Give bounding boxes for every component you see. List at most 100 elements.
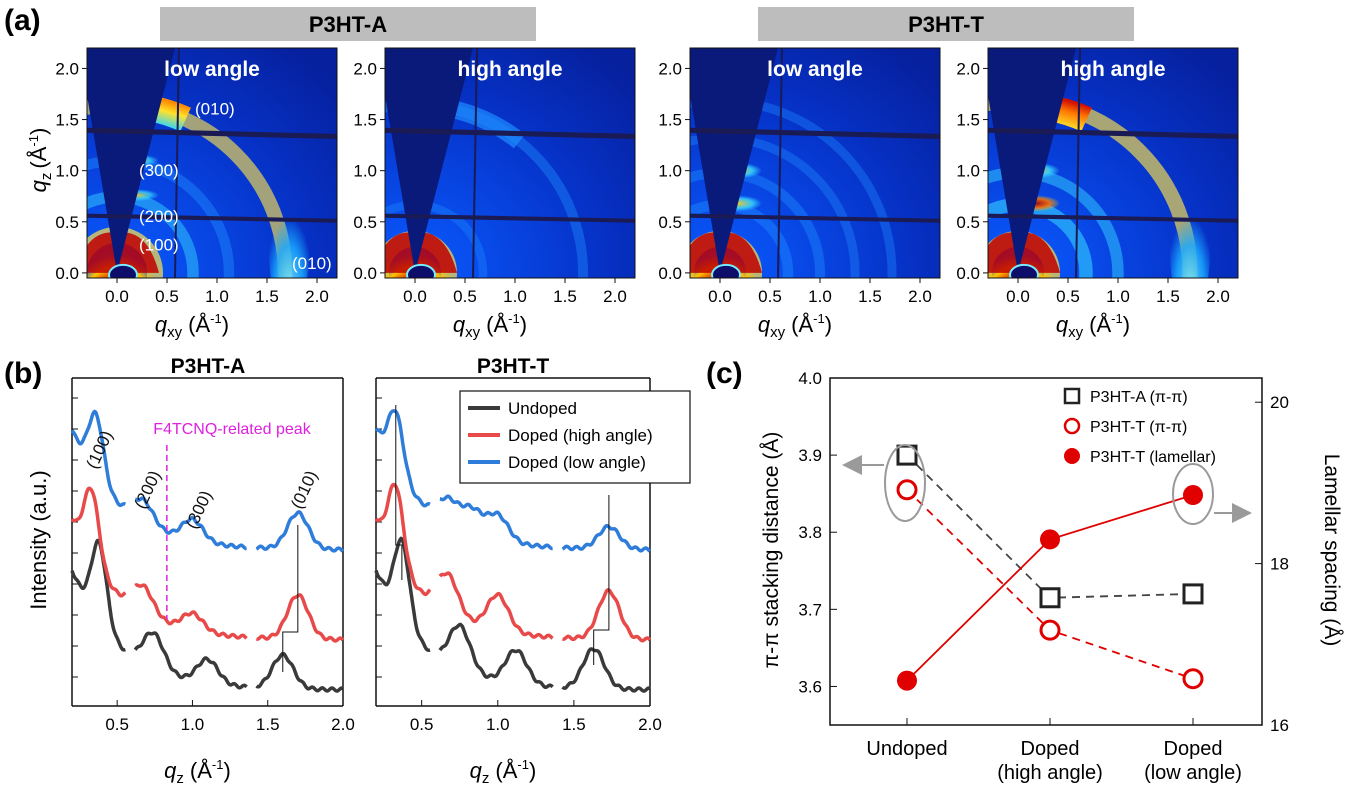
y-tick-label: 1.0 [353, 162, 377, 181]
legend-filled-circle [1064, 448, 1080, 464]
x-tick-label: 1.5 [1156, 287, 1180, 306]
y-tick-label: 1.5 [55, 111, 79, 130]
beamstop [711, 263, 741, 278]
map-frame [987, 47, 1239, 279]
profile-title: P3HT-T [477, 355, 550, 378]
y-tick-label: 1.5 [658, 111, 682, 130]
detector-gap [87, 127, 337, 139]
y-tick-label: 1.0 [55, 162, 79, 181]
profile-curve [374, 409, 651, 553]
category-label-line2: (low angle) [1144, 762, 1242, 784]
category-label: Doped [1164, 738, 1223, 760]
x-tick-label: 2.0 [1206, 287, 1230, 306]
x-tick-label: 2.0 [908, 287, 932, 306]
x-label-part: q [1056, 312, 1069, 337]
x-label-part: (Å [190, 758, 212, 783]
in-plane-peak [1170, 192, 1210, 278]
x-tick-label: 0.0 [105, 287, 129, 306]
giwaxs-map-3 [690, 48, 940, 278]
marker-open-circle [1182, 668, 1204, 690]
marker-square [1182, 583, 1204, 605]
x-axis-label: qz (Å-1) [164, 757, 231, 787]
y-tick-label: 0.0 [956, 264, 980, 283]
lamellar-100-core [87, 232, 159, 273]
x-axis-label: qz (Å-1) [470, 757, 537, 787]
x-axis-label: qxy (Å-1) [155, 311, 229, 341]
detector-gap [988, 127, 1238, 139]
peak-label-100: (100) [139, 235, 179, 254]
giwaxs-maps: low angle 0.0 0.5 1.0 1.5 2.0 0.0 0.5 1.0 1.5 2.0 q… [55, 47, 1239, 341]
map-title: high angle [458, 58, 563, 81]
x-tick-label: 1.5 [256, 715, 280, 734]
detector-gap [87, 213, 337, 223]
y-left-tick-label: 3.6 [798, 677, 822, 696]
map-title: low angle [164, 58, 260, 81]
x-tick-label: 2.0 [603, 287, 627, 306]
y-left-tick-label: 3.7 [798, 600, 822, 619]
legend-open-circle [1063, 417, 1081, 435]
legend-label: Doped (high angle) [508, 426, 653, 445]
x-tick-label: 0.0 [403, 287, 427, 306]
category-label-line2: (high angle) [997, 762, 1103, 784]
detector-gap [988, 213, 1238, 223]
panel-label-b: (b) [4, 357, 42, 390]
group-band-p3ht-t [758, 7, 1134, 41]
x-tick-label: 0.5 [1056, 287, 1080, 306]
peak-label-300: (300) [139, 161, 179, 180]
detector-gap [690, 213, 940, 223]
annot-010: (010) [287, 468, 321, 512]
x-tick-label: 1.0 [1106, 287, 1130, 306]
legend-label: Undoped [508, 399, 577, 418]
marker-filled-circle [897, 670, 917, 691]
x-tick-label: 0.0 [1006, 287, 1030, 306]
x-tick-label: 0.5 [410, 715, 434, 734]
y-right-tick-label: 20 [1270, 393, 1289, 412]
x-label-part: ) [520, 312, 527, 337]
y-label-q: q [26, 179, 51, 192]
beamstop [1009, 263, 1039, 278]
y-tick-label: 1.0 [658, 162, 682, 181]
y-left-tick-label: 3.9 [798, 446, 822, 465]
x-label-part: (Å [791, 312, 813, 337]
x-tick-label: 2.0 [638, 715, 662, 734]
y-tick-label: 2.0 [658, 59, 682, 78]
annot-300: (300) [182, 488, 216, 532]
detector-gap [1075, 48, 1081, 278]
x-label-part: q [453, 312, 466, 337]
detector-gap [385, 213, 635, 223]
y-left-tick-label: 3.8 [798, 523, 822, 542]
legend-label: Doped (low angle) [508, 453, 646, 472]
detector-gap [174, 48, 180, 278]
giwaxs-map-1 [87, 48, 337, 278]
detector-gap [472, 48, 478, 278]
x-tick-label: 1.0 [486, 715, 510, 734]
x-label-part: (Å [495, 758, 517, 783]
x-label-part: -1 [508, 311, 520, 326]
y-tick-label: 1.0 [956, 162, 980, 181]
map-frame [384, 47, 636, 279]
x-tick-label: 2.0 [305, 287, 329, 306]
profile-curve [374, 482, 652, 643]
profile-curve [70, 538, 344, 693]
legend-c: P3HT-A (π-π) P3HT-T (π-π) P3HT-T (lamellar… [1063, 387, 1216, 466]
giwaxs-map-2 [385, 48, 635, 278]
y-tick-label: 0.0 [55, 264, 79, 283]
y-left-axis-label: π-π stacking distance (Å) [760, 432, 783, 669]
profile-curve [70, 409, 344, 553]
detector-gap [385, 127, 635, 139]
x-tick-label: 0.5 [453, 287, 477, 306]
peak-shift-guide [395, 405, 403, 580]
y-right-tick-label: 18 [1270, 555, 1289, 574]
detector-gap [690, 127, 940, 139]
y-right-axis-label: Lamellar spacing (Å) [1320, 454, 1343, 647]
x-tick-label: 1.5 [858, 287, 882, 306]
highlight-oval-right [1172, 463, 1214, 525]
category-label: Doped [1021, 738, 1080, 760]
x-tick-label: 0.5 [155, 287, 179, 306]
y-tick-label: 2.0 [353, 59, 377, 78]
x-label-part: ) [222, 312, 229, 337]
x-label-part: ) [1123, 312, 1130, 337]
legend-label: P3HT-T (lamellar) [1090, 449, 1216, 466]
x-label-part: (Å [188, 312, 210, 337]
map-frame [689, 47, 941, 279]
